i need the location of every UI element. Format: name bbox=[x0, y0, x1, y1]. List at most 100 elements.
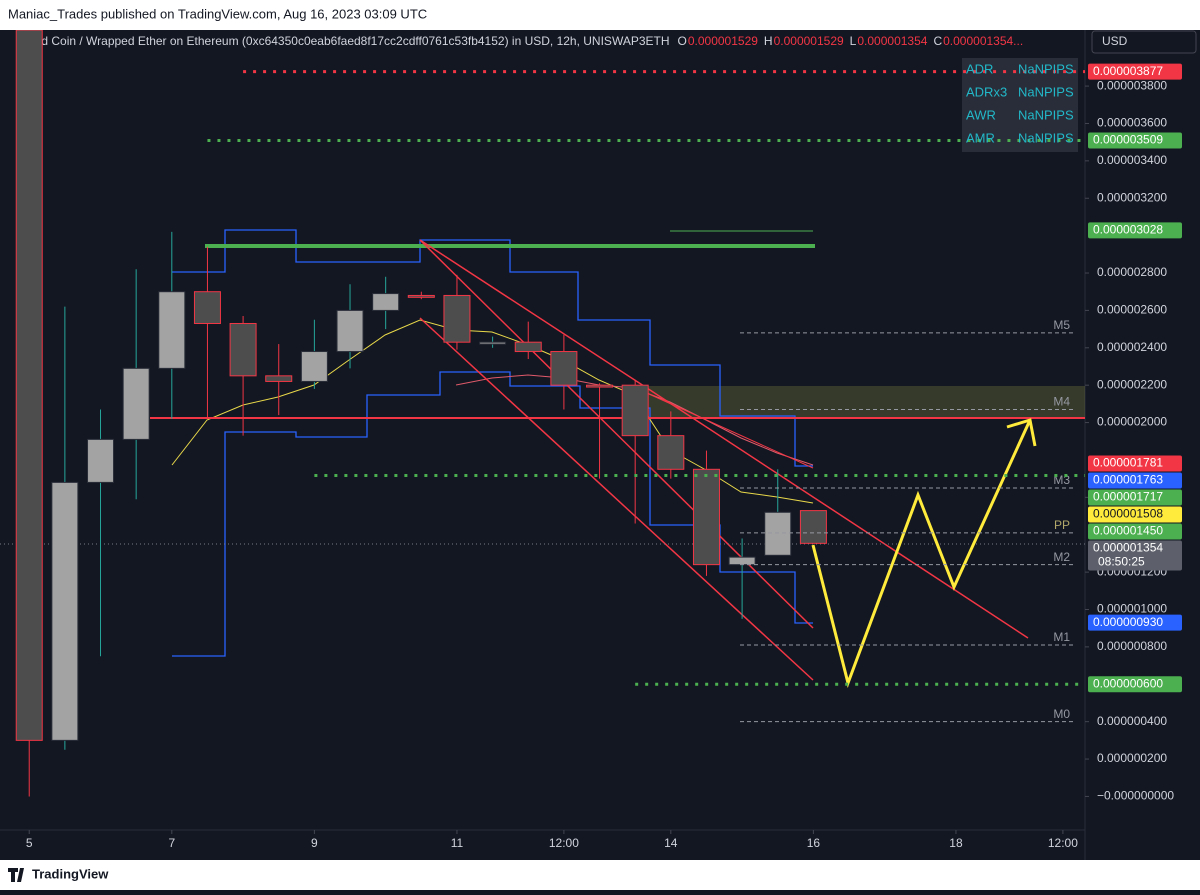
price-badge-label: 0.000001450 bbox=[1093, 524, 1163, 538]
x-tick-label: 11 bbox=[451, 836, 464, 850]
candle-body bbox=[407, 294, 435, 298]
y-tick-label: 0.000000400 bbox=[1097, 714, 1167, 728]
zone bbox=[645, 386, 1085, 418]
candle-body bbox=[265, 375, 293, 382]
y-tick-label: 0.000003400 bbox=[1097, 153, 1167, 167]
candle-body bbox=[799, 510, 827, 544]
price-badge bbox=[1088, 506, 1182, 523]
channel-lower bbox=[172, 371, 813, 657]
price-badge-label: 0.000001717 bbox=[1093, 490, 1163, 504]
price-badge bbox=[1088, 489, 1182, 506]
price-badge-label: 0.000001354 bbox=[1093, 541, 1163, 555]
y-tick-label: 0.000001000 bbox=[1097, 602, 1167, 616]
price-badge-label: 0.000001763 bbox=[1093, 473, 1163, 487]
pivot-label: M1 bbox=[1053, 630, 1070, 644]
indicator-cell: NaNPIPS bbox=[1018, 61, 1074, 76]
candle-body bbox=[229, 322, 257, 377]
y-tick-label: 0.000003800 bbox=[1097, 78, 1167, 92]
x-tick-label: 14 bbox=[664, 836, 678, 850]
candle-body bbox=[692, 468, 720, 566]
candle-body bbox=[300, 351, 328, 382]
logo bbox=[8, 868, 24, 882]
pivot-label: PP bbox=[1054, 518, 1070, 532]
indicator-box bbox=[962, 58, 1078, 152]
x-tick-label: 12:00 bbox=[1048, 836, 1078, 850]
candle-body bbox=[586, 384, 614, 388]
price-badge-label: 0.000003028 bbox=[1093, 223, 1163, 237]
projection bbox=[811, 419, 1032, 689]
pivot-label: M0 bbox=[1053, 707, 1070, 721]
footer-bar bbox=[0, 860, 1200, 890]
candle-body bbox=[193, 291, 221, 324]
currency[interactable]: USD bbox=[1102, 34, 1128, 48]
price-badge-label: 0.000000930 bbox=[1093, 615, 1163, 629]
currency-box[interactable] bbox=[1091, 30, 1197, 54]
ohlc-key: H bbox=[764, 34, 773, 48]
price-badge bbox=[1088, 472, 1182, 489]
indicator-cell: NaNPIPS bbox=[1018, 84, 1074, 99]
candle-body bbox=[372, 293, 400, 311]
candle-body bbox=[158, 291, 186, 369]
indicator-cell: ADRx3 bbox=[966, 84, 1007, 99]
x-tick-label: 16 bbox=[807, 836, 821, 850]
candle-body bbox=[87, 438, 115, 483]
x-tick-label: 12:00 bbox=[549, 836, 579, 850]
indicator-cell: NaNPIPS bbox=[1018, 130, 1074, 145]
y-tick-label: 0.000000200 bbox=[1097, 751, 1167, 765]
candle-body bbox=[728, 556, 756, 566]
x-tick-label: 18 bbox=[949, 836, 963, 850]
header-text: Maniac_Trades published on TradingView.c… bbox=[8, 6, 427, 21]
candle-body bbox=[657, 435, 685, 470]
candle-body bbox=[443, 294, 471, 343]
plot bbox=[15, 30, 827, 797]
candle-body bbox=[51, 481, 79, 741]
footer-brand: TradingView bbox=[32, 866, 109, 881]
indicator-cell: ADR bbox=[966, 61, 993, 76]
price-badge bbox=[1088, 222, 1182, 239]
countdown: 08:50:25 bbox=[1098, 555, 1145, 569]
price-badge bbox=[1088, 63, 1182, 80]
ohlc-value: 0.000001354... bbox=[943, 34, 1023, 48]
candle-body bbox=[15, 30, 43, 741]
projection-arrow bbox=[1006, 418, 1037, 447]
indicator-cell: NaNPIPS bbox=[1018, 107, 1074, 122]
pivot-label: M4 bbox=[1053, 395, 1070, 409]
ohlc-key: C bbox=[933, 34, 942, 48]
candle-body bbox=[122, 367, 150, 440]
candle-body bbox=[621, 384, 649, 437]
price-badge-label: 0.000000600 bbox=[1093, 676, 1163, 690]
price-badge-label: 0.000001508 bbox=[1093, 507, 1163, 521]
channel-upper bbox=[172, 229, 813, 467]
price-badge bbox=[1088, 523, 1182, 540]
candle-body bbox=[550, 351, 578, 386]
candle-body bbox=[764, 511, 792, 556]
y-tick-label: 0.000003600 bbox=[1097, 116, 1167, 130]
price-badge-label: 0.000003509 bbox=[1093, 133, 1163, 147]
price-badge-label: 0.000003877 bbox=[1093, 64, 1163, 78]
price-badge-label: 0.000001781 bbox=[1093, 456, 1163, 470]
price-badge bbox=[1088, 540, 1182, 571]
trend-line bbox=[419, 239, 1029, 639]
pivot-label: M5 bbox=[1053, 318, 1070, 332]
indicator-cell: AMR bbox=[966, 130, 995, 145]
price-badge bbox=[1088, 676, 1182, 693]
ohlc-key: L bbox=[850, 34, 857, 48]
x-tick-label: 7 bbox=[168, 836, 175, 850]
price-badge bbox=[1088, 455, 1182, 472]
candle-body bbox=[336, 309, 364, 353]
ohlc-value: 0.000001529 bbox=[688, 34, 758, 48]
price-badge bbox=[1088, 132, 1182, 149]
x-tick-label: 5 bbox=[26, 836, 33, 850]
candle-body bbox=[479, 341, 507, 345]
y-tick-label: 0.000002000 bbox=[1097, 415, 1167, 429]
y-tick-label: 0.000002200 bbox=[1097, 377, 1167, 391]
y-tick-label: 0.000000800 bbox=[1097, 639, 1167, 653]
ohlc-value: 0.000001529 bbox=[774, 34, 844, 48]
candle-body bbox=[514, 341, 542, 353]
indicator-cell: AWR bbox=[966, 107, 996, 122]
y-tick-label: 0.000002400 bbox=[1097, 340, 1167, 354]
ohlc-value: 0.000001354 bbox=[857, 34, 927, 48]
trend-line bbox=[639, 389, 814, 469]
